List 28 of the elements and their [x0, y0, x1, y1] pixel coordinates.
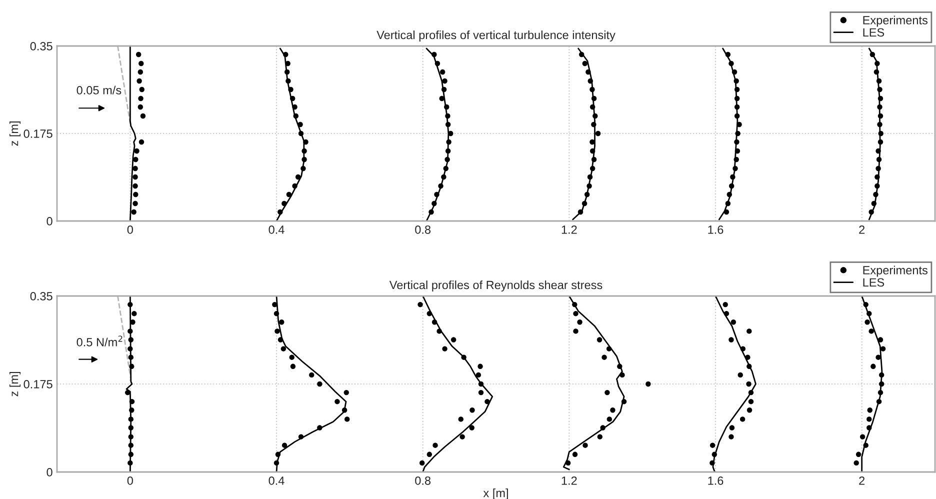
y-tick-label: 0.175 — [24, 380, 52, 388]
y-tick-label: 0.175 — [24, 130, 52, 138]
x-tick-label: 1.6 — [708, 225, 724, 234]
chart-title: Vertical profiles of Reynolds shear stress — [389, 280, 602, 292]
y-tick-label: 0 — [46, 468, 52, 476]
chart-title: Vertical profiles of vertical turbulence intensity — [376, 30, 616, 42]
x-tick-label: 2 — [859, 476, 865, 485]
annotation: 0.5 N/m$^{2}$ — [76, 336, 122, 346]
y-axis-title: z [m] — [10, 372, 21, 396]
legend-label: Experiments — [863, 266, 928, 277]
legend-label: LES — [863, 28, 884, 37]
x-tick-label: 1.2 — [562, 476, 577, 485]
x-tick-label: 0.8 — [415, 225, 431, 234]
y-tick-label: 0.35 — [30, 292, 52, 300]
x-tick-label: 0.4 — [268, 476, 284, 485]
x-tick-label: 0.4 — [268, 225, 284, 234]
y-tick-label: 0 — [46, 217, 52, 226]
legend-label: LES — [863, 278, 884, 287]
x-tick-label: 0 — [127, 225, 133, 234]
annotation: 0.05 m/s — [76, 86, 122, 94]
x-tick-label: 0 — [127, 476, 133, 485]
x-tick-label: 1.2 — [562, 225, 577, 234]
y-tick-label: 0.35 — [30, 42, 52, 50]
x-tick-label: 2 — [859, 225, 865, 234]
legend-label: Experiments — [863, 16, 928, 27]
x-tick-label: 0.8 — [415, 476, 431, 485]
y-axis-title: z [m] — [10, 122, 21, 146]
x-tick-label: 1.6 — [708, 476, 724, 485]
